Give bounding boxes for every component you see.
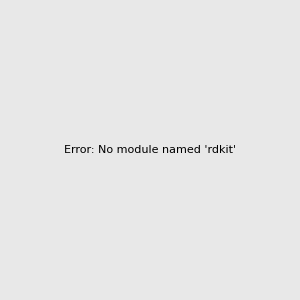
Text: Error: No module named 'rdkit': Error: No module named 'rdkit' (64, 145, 236, 155)
